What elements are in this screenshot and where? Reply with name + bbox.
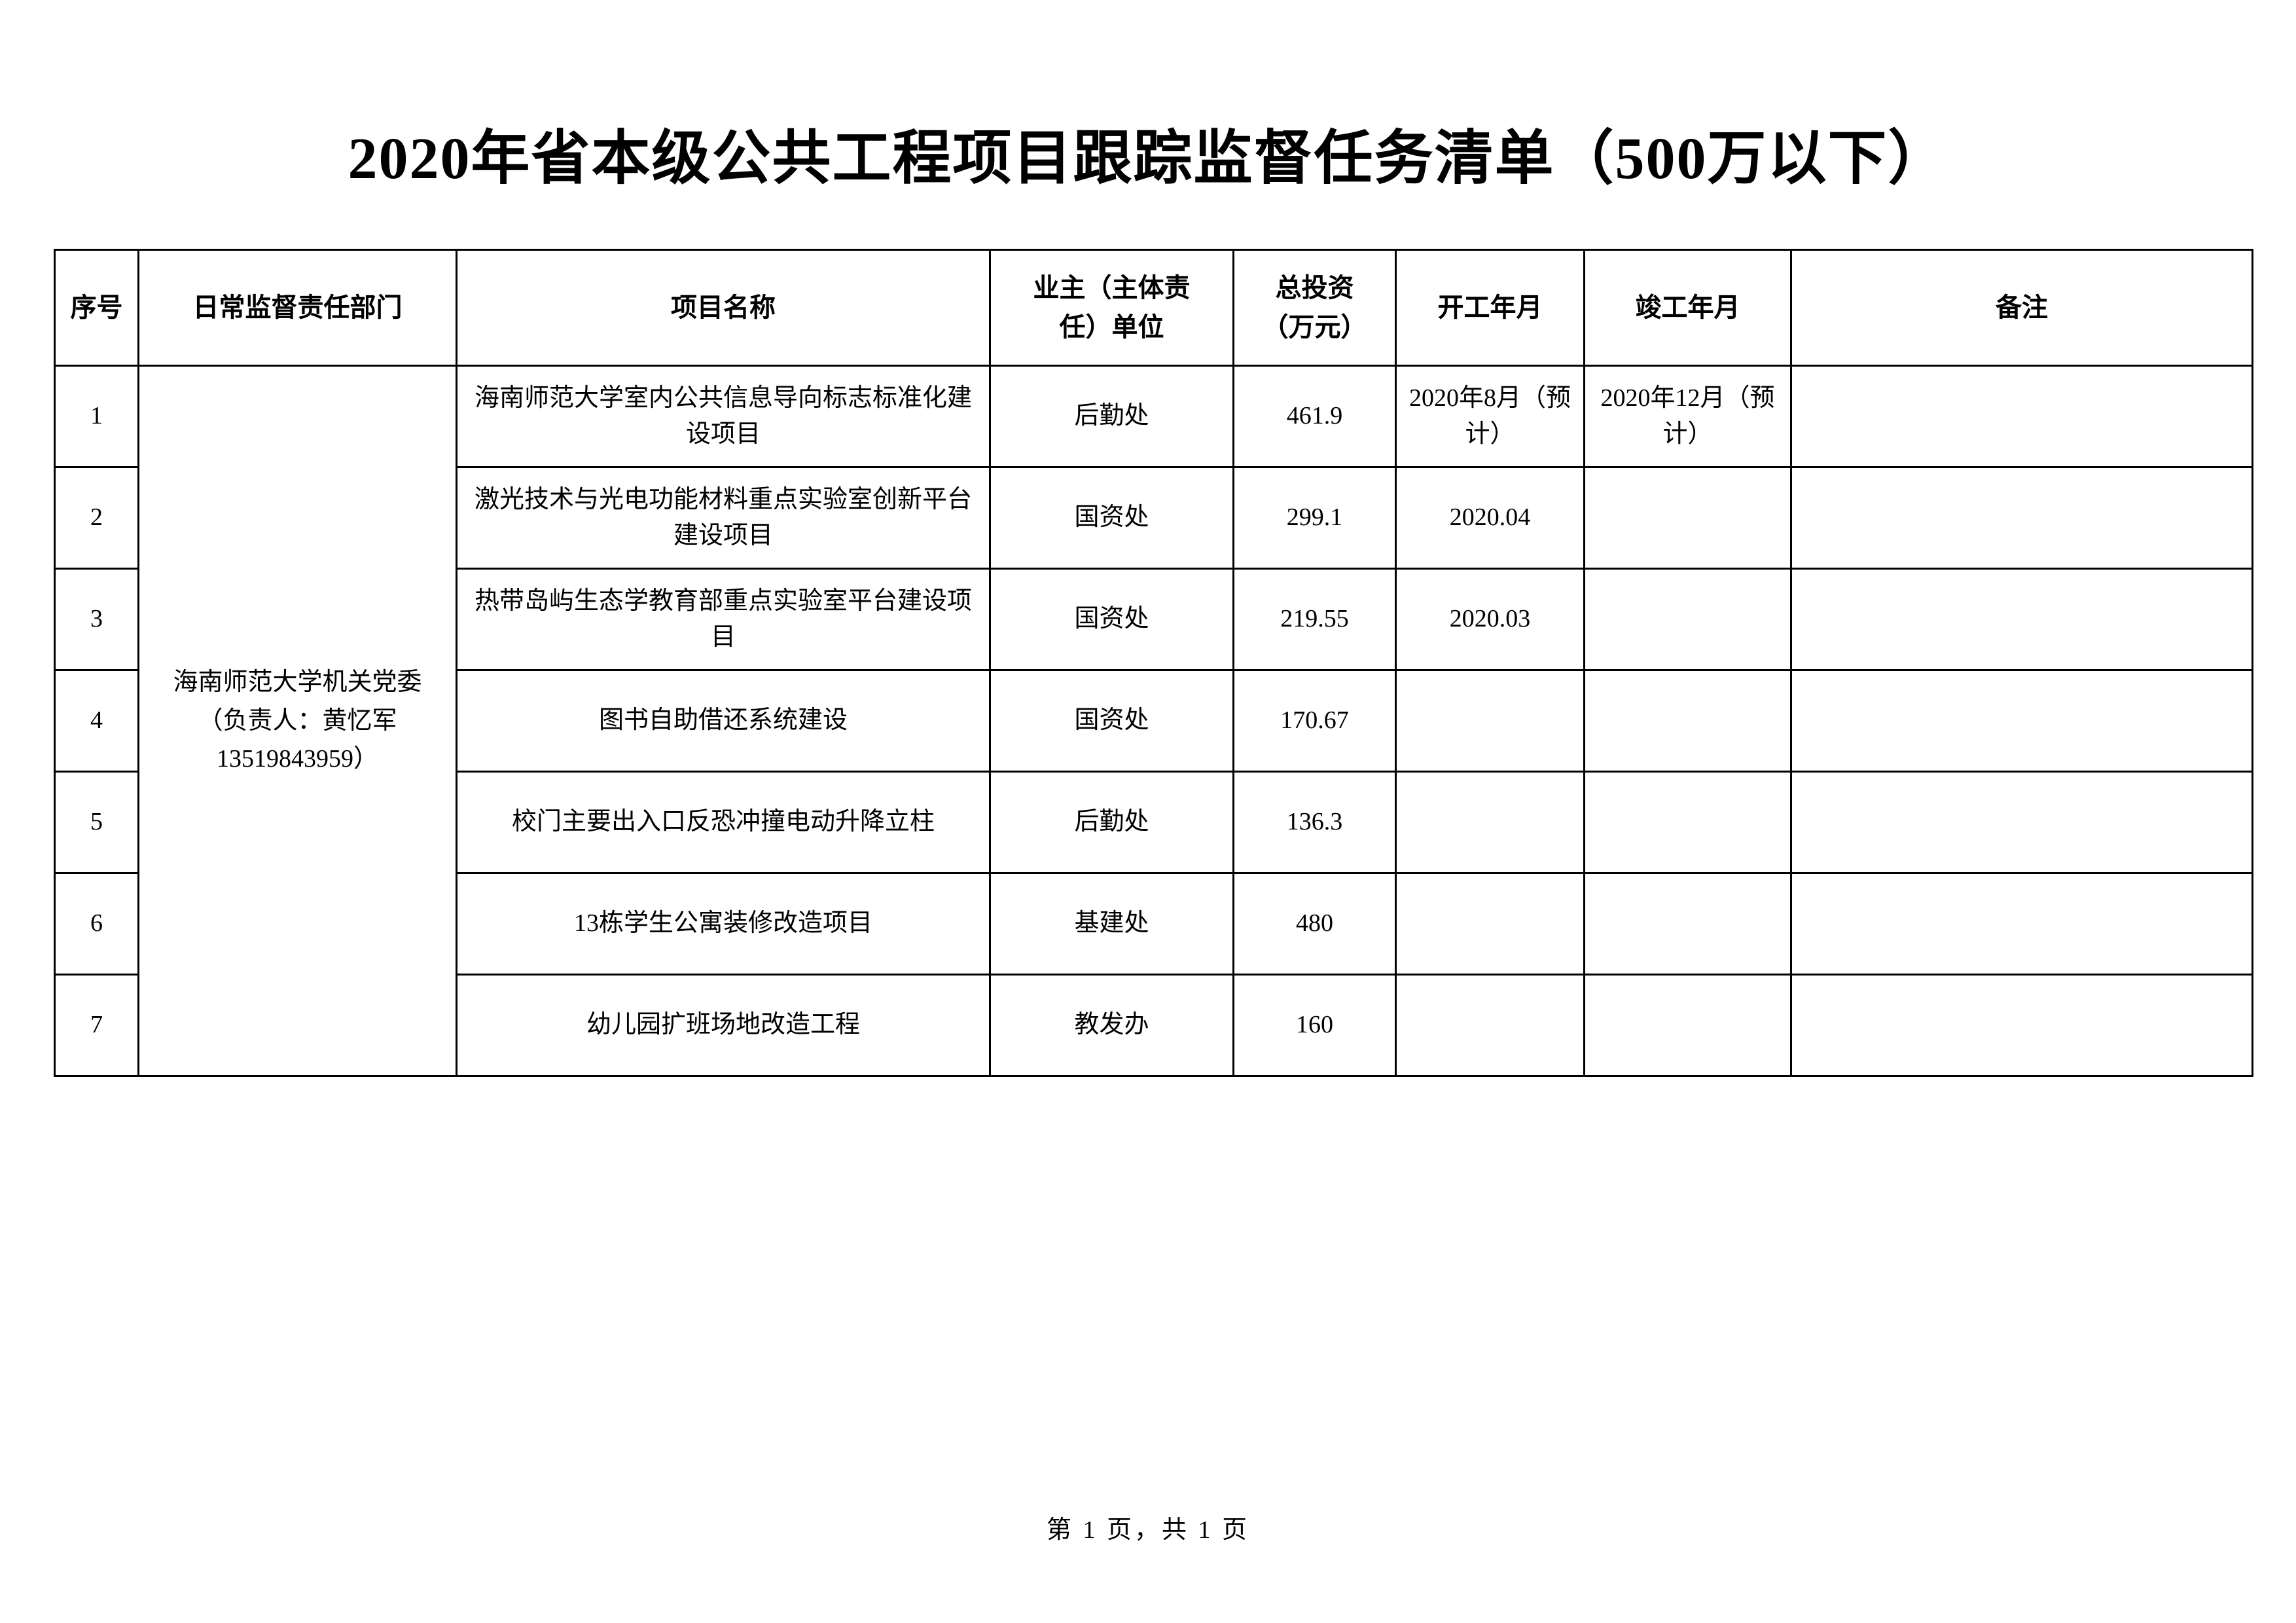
project-cell: 热带岛屿生态学教育部重点实验室平台建设项目 <box>456 568 991 671</box>
table-row: 1 海南师范大学机关党委 （负责人：黄忆军 13519843959） 海南师范大… <box>54 365 2253 1077</box>
finish-date-cell <box>1583 466 1792 570</box>
table-header-row: 序号 日常监督责任部门 项目名称 业主（主体责 任）单位 总投资 （万元） 开工… <box>54 249 2253 367</box>
finish-date-cell: 2020年12月（预 计） <box>1583 365 1792 468</box>
investment-cell: 299.1 <box>1232 466 1397 570</box>
project-cell: 图书自助借还系统建设 <box>456 669 991 773</box>
owner-cell: 国资处 <box>989 466 1234 570</box>
task-table: 序号 日常监督责任部门 项目名称 业主（主体责 任）单位 总投资 （万元） 开工… <box>54 249 2253 1077</box>
finish-date-cell <box>1583 872 1792 976</box>
seq-cell: 1 <box>54 365 139 468</box>
table-row: 2 激光技术与光电功能材料重点实验室创新平台建设项目 国资处 299.1 202… <box>54 466 2253 570</box>
header-project: 项目名称 <box>456 249 991 367</box>
project-cell: 幼儿园扩班场地改造工程 <box>456 974 991 1077</box>
seq-cell: 4 <box>54 669 139 773</box>
project-cell: 激光技术与光电功能材料重点实验室创新平台建设项目 <box>456 466 991 570</box>
project-cell: 校门主要出入口反恐冲撞电动升降立柱 <box>456 771 991 874</box>
finish-date-cell <box>1583 771 1792 874</box>
remark-cell <box>1790 669 2253 773</box>
table-row: 7 幼儿园扩班场地改造工程 教发办 160 <box>54 974 2253 1077</box>
start-date-cell: 2020年8月（预 计） <box>1395 365 1585 468</box>
header-finish-date: 竣工年月 <box>1583 249 1792 367</box>
seq-cell: 5 <box>54 771 139 874</box>
owner-cell: 基建处 <box>989 872 1234 976</box>
table-row: 5 校门主要出入口反恐冲撞电动升降立柱 后勤处 136.3 <box>54 771 2253 874</box>
owner-cell: 国资处 <box>989 669 1234 773</box>
start-date-cell <box>1395 974 1585 1077</box>
remark-cell <box>1790 771 2253 874</box>
seq-cell: 2 <box>54 466 139 570</box>
start-date-cell: 2020.04 <box>1395 466 1585 570</box>
owner-cell: 后勤处 <box>989 365 1234 468</box>
project-cell: 13栋学生公寓装修改造项目 <box>456 872 991 976</box>
header-investment: 总投资 （万元） <box>1232 249 1397 367</box>
investment-cell: 219.55 <box>1232 568 1397 671</box>
remark-cell <box>1790 466 2253 570</box>
owner-cell: 国资处 <box>989 568 1234 671</box>
table-row: 4 图书自助借还系统建设 国资处 170.67 <box>54 669 2253 773</box>
table-row: 3 热带岛屿生态学教育部重点实验室平台建设项目 国资处 219.55 2020.… <box>54 568 2253 671</box>
finish-date-cell <box>1583 669 1792 773</box>
header-owner: 业主（主体责 任）单位 <box>989 249 1234 367</box>
page-indicator: 第 1 页，共 1 页 <box>1046 1516 1249 1544</box>
finish-date-cell <box>1583 568 1792 671</box>
start-date-cell <box>1395 872 1585 976</box>
seq-cell: 3 <box>54 568 139 671</box>
remark-cell <box>1790 568 2253 671</box>
seq-cell: 6 <box>54 872 139 976</box>
investment-cell: 480 <box>1232 872 1397 976</box>
seq-cell: 7 <box>54 974 139 1077</box>
start-date-cell <box>1395 771 1585 874</box>
remark-cell <box>1790 974 2253 1077</box>
page-title: 2020年省本级公共工程项目跟踪监督任务清单（500万以下） <box>348 126 1948 191</box>
start-date-cell <box>1395 669 1585 773</box>
investment-cell: 170.67 <box>1232 669 1397 773</box>
project-cell: 海南师范大学室内公共信息导向标志标准化建设项目 <box>456 365 991 468</box>
header-seq: 序号 <box>54 249 139 367</box>
investment-cell: 461.9 <box>1232 365 1397 468</box>
header-department: 日常监督责任部门 <box>137 249 457 367</box>
investment-cell: 136.3 <box>1232 771 1397 874</box>
remark-cell <box>1790 365 2253 468</box>
investment-cell: 160 <box>1232 974 1397 1077</box>
finish-date-cell <box>1583 974 1792 1077</box>
owner-cell: 后勤处 <box>989 771 1234 874</box>
header-remark: 备注 <box>1790 249 2253 367</box>
header-start-date: 开工年月 <box>1395 249 1585 367</box>
start-date-cell: 2020.03 <box>1395 568 1585 671</box>
department-cell: 海南师范大学机关党委 （负责人：黄忆军 13519843959） <box>137 365 457 1077</box>
owner-cell: 教发办 <box>989 974 1234 1077</box>
table-row: 6 13栋学生公寓装修改造项目 基建处 480 <box>54 872 2253 976</box>
remark-cell <box>1790 872 2253 976</box>
